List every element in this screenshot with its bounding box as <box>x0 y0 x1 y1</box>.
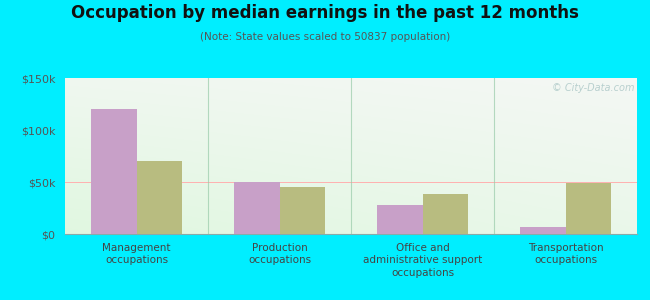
Bar <box>280 187 325 234</box>
Bar <box>422 194 468 234</box>
Bar <box>234 182 280 234</box>
Text: © City-Data.com: © City-Data.com <box>552 83 634 93</box>
Bar <box>566 183 611 234</box>
Bar <box>520 227 566 234</box>
Text: Occupation by median earnings in the past 12 months: Occupation by median earnings in the pas… <box>71 4 579 22</box>
Bar <box>377 205 423 234</box>
Text: (Note: State values scaled to 50837 population): (Note: State values scaled to 50837 popu… <box>200 32 450 41</box>
Bar <box>91 109 136 234</box>
Bar <box>136 161 182 234</box>
